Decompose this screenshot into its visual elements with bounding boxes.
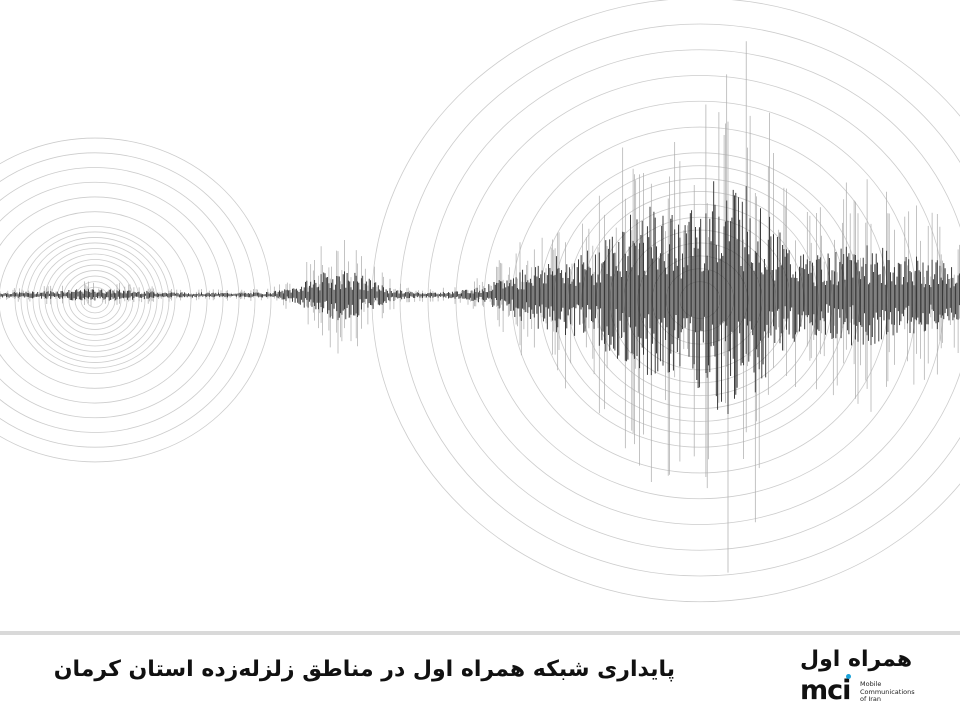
logo-persian-text: همراه اول <box>800 647 913 672</box>
ring <box>0 152 256 448</box>
ring <box>14 225 176 374</box>
ring <box>623 229 777 371</box>
logo-sub-line: Communications <box>860 687 915 696</box>
ring <box>595 203 805 397</box>
logo-sub-line: Mobile <box>860 680 882 688</box>
ring <box>44 253 146 347</box>
ring <box>62 270 128 330</box>
ring <box>0 137 272 463</box>
ring <box>651 255 749 345</box>
logo-english-text: mci <box>800 675 851 706</box>
ring <box>26 237 164 363</box>
seismic-rings <box>0 0 960 603</box>
logo-dot <box>846 674 851 679</box>
ring <box>0 181 224 419</box>
waveform-main <box>0 181 960 414</box>
ring <box>38 248 152 352</box>
ring <box>567 178 833 422</box>
ring <box>68 275 122 325</box>
separator-line <box>0 631 960 635</box>
ring <box>0 211 192 389</box>
ring <box>0 167 240 433</box>
ring <box>0 196 208 404</box>
headline: پایداری شبکه همراه اول در مناطق زلزله‌زد… <box>53 657 675 682</box>
ring <box>32 242 158 358</box>
ring <box>56 264 134 336</box>
logo-subtitle: Mobile Communications of Iran <box>860 680 915 704</box>
seismic-waveform <box>0 41 960 573</box>
seismograph-illustration <box>0 0 960 603</box>
logo-sub-line: of Iran <box>860 695 882 703</box>
ring <box>399 23 960 577</box>
mci-logo: همراه اول mci Mobile Communications of I… <box>796 647 926 709</box>
ring <box>427 49 960 551</box>
footer-bar: پایداری شبکه همراه اول در مناطق زلزله‌زد… <box>0 635 960 720</box>
ring <box>539 152 861 448</box>
